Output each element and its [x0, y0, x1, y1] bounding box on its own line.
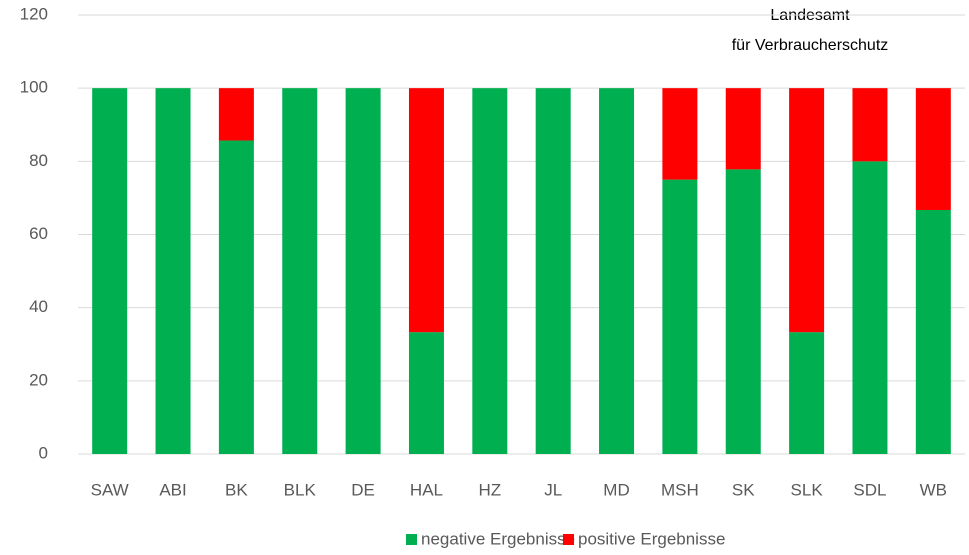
x-tick-label: HAL [410, 480, 443, 499]
annotation: Landesamt [770, 7, 850, 24]
x-tick-label: DE [351, 480, 375, 499]
bar-segment [599, 88, 635, 455]
legend-label: positive Ergebnisse [578, 529, 725, 548]
legend-label: negative Ergebnisse [421, 529, 575, 548]
bar-segment [472, 88, 508, 455]
x-tick-label: BK [225, 480, 248, 499]
bar-segment [852, 88, 888, 162]
bar-segment [789, 332, 825, 454]
x-tick-label: SAW [91, 480, 129, 499]
bar-segment [725, 88, 761, 170]
bar-segment [218, 140, 254, 454]
y-tick-label: 60 [29, 224, 48, 243]
x-tick-label: MD [603, 480, 629, 499]
x-tick-label: SLK [791, 480, 824, 499]
bar-segment [725, 169, 761, 455]
x-tick-label: BLK [284, 480, 317, 499]
y-tick-label: 0 [39, 443, 48, 462]
legend-swatch [563, 534, 574, 545]
bar-segment [92, 88, 128, 455]
bar-segment [915, 88, 951, 210]
x-tick-label: MSH [661, 480, 699, 499]
y-tick-label: 20 [29, 370, 48, 389]
x-tick-label: WB [920, 480, 947, 499]
bar-segment [345, 88, 381, 455]
x-tick-label: SDL [853, 480, 886, 499]
bar-segment [282, 88, 318, 455]
legend-swatch [406, 534, 417, 545]
bar-segment [662, 88, 698, 180]
bar-segment [662, 179, 698, 454]
x-tick-label: HZ [478, 480, 501, 499]
bar-segment [535, 88, 571, 455]
annotation: für Verbraucherschutz [732, 37, 889, 54]
bar-segment [408, 88, 444, 333]
bar-segment [789, 88, 825, 333]
x-tick-label: SK [732, 480, 755, 499]
y-tick-label: 120 [20, 4, 48, 23]
x-tick-label: JL [544, 480, 562, 499]
y-tick-label: 80 [29, 151, 48, 170]
y-tick-label: 40 [29, 297, 48, 316]
bar-segment [155, 88, 191, 455]
bar-segment [915, 209, 951, 454]
bar-segment [218, 88, 254, 141]
x-tick-label: ABI [159, 480, 186, 499]
y-tick-label: 100 [20, 78, 48, 97]
bar-segment [852, 161, 888, 455]
bar-segment [408, 332, 444, 454]
